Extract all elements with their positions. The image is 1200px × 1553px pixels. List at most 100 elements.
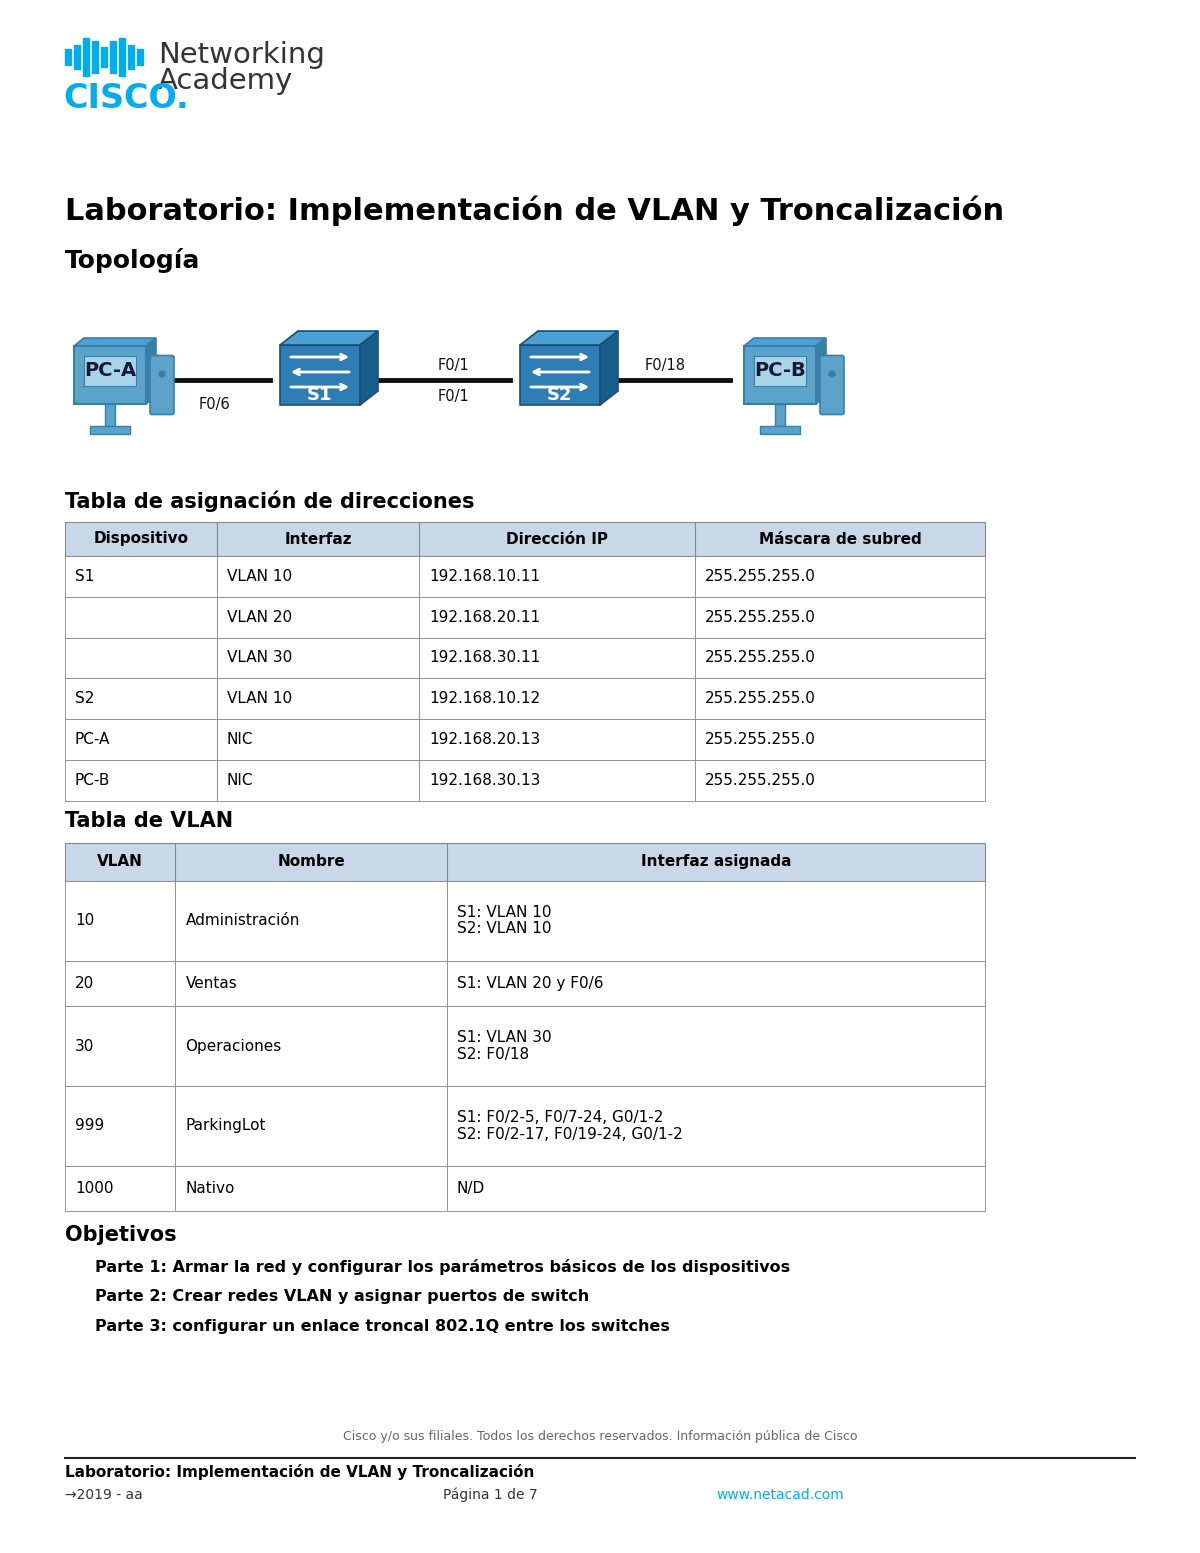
Bar [65, 522, 217, 556]
Text: F0/18: F0/18 [646, 359, 686, 373]
Text: Página 1 de 7: Página 1 de 7 [443, 1488, 538, 1502]
Bar [106, 404, 115, 426]
Bar [175, 961, 446, 1006]
Bar [695, 759, 985, 801]
Text: 10: 10 [74, 913, 95, 929]
Bar [65, 638, 217, 679]
Bar [775, 404, 785, 426]
Text: →2019 - aa: →2019 - aa [65, 1488, 143, 1502]
Bar [65, 1006, 175, 1086]
Text: Academy: Academy [158, 67, 293, 95]
Bar [446, 1166, 985, 1211]
Bar [419, 596, 695, 638]
Text: 30: 30 [74, 1039, 95, 1053]
Bar [65, 50, 71, 65]
Circle shape [829, 371, 835, 377]
Bar [74, 45, 80, 70]
Text: Networking: Networking [158, 40, 325, 68]
Polygon shape [74, 339, 156, 346]
Bar [446, 843, 985, 881]
Bar [446, 961, 985, 1006]
Text: PC-B: PC-B [74, 773, 110, 787]
Text: S2: VLAN 10: S2: VLAN 10 [457, 921, 551, 936]
Text: 192.168.10.12: 192.168.10.12 [430, 691, 540, 707]
Polygon shape [360, 331, 378, 405]
Bar [83, 37, 89, 76]
Text: www.netacad.com: www.netacad.com [716, 1488, 844, 1502]
Text: PC-B: PC-B [754, 362, 806, 380]
Text: CISCO.: CISCO. [64, 82, 188, 115]
Text: 192.168.10.11: 192.168.10.11 [430, 568, 540, 584]
Bar [65, 961, 175, 1006]
Text: Ventas: Ventas [185, 975, 238, 991]
Bar [217, 522, 419, 556]
Text: 255.255.255.0: 255.255.255.0 [706, 691, 816, 707]
Bar [446, 1086, 985, 1166]
Text: Topología: Topología [65, 248, 200, 273]
Text: S1: S1 [74, 568, 95, 584]
Bar [280, 345, 360, 405]
Bar [419, 556, 695, 596]
Bar [65, 881, 175, 961]
Text: 255.255.255.0: 255.255.255.0 [706, 773, 816, 787]
Bar [217, 556, 419, 596]
Text: S2: F0/2-17, F0/19-24, G0/1-2: S2: F0/2-17, F0/19-24, G0/1-2 [457, 1126, 683, 1141]
Bar [695, 679, 985, 719]
Bar [419, 679, 695, 719]
Text: 1000: 1000 [74, 1182, 114, 1196]
Text: S1: VLAN 20 y F0/6: S1: VLAN 20 y F0/6 [457, 975, 604, 991]
Text: Laboratorio: Implementación de VLAN y Troncalización: Laboratorio: Implementación de VLAN y Tr… [65, 1464, 534, 1480]
Bar [695, 638, 985, 679]
Text: Máscara de subred: Máscara de subred [758, 531, 922, 547]
Bar [419, 759, 695, 801]
Bar [695, 719, 985, 759]
Bar [110, 42, 116, 73]
Bar [74, 346, 146, 404]
Bar [695, 522, 985, 556]
Text: F0/1: F0/1 [438, 388, 469, 404]
Text: VLAN: VLAN [97, 854, 143, 870]
Bar [128, 45, 134, 70]
Text: 999: 999 [74, 1118, 104, 1134]
Bar [419, 719, 695, 759]
Bar [92, 42, 98, 73]
Text: Parte 3: configurar un enlace troncal 802.1Q entre los switches: Parte 3: configurar un enlace troncal 80… [95, 1320, 670, 1334]
Text: Objetivos: Objetivos [65, 1225, 176, 1246]
Bar [65, 1166, 175, 1211]
Polygon shape [520, 331, 618, 345]
Text: Laboratorio: Implementación de VLAN y Troncalización: Laboratorio: Implementación de VLAN y Tr… [65, 196, 1004, 225]
Text: 192.168.20.11: 192.168.20.11 [430, 610, 540, 624]
Bar [217, 638, 419, 679]
Bar [175, 1086, 446, 1166]
Text: Parte 2: Crear redes VLAN y asignar puertos de switch: Parte 2: Crear redes VLAN y asignar puer… [95, 1289, 589, 1305]
Bar [65, 843, 175, 881]
Text: VLAN 20: VLAN 20 [227, 610, 292, 624]
Bar [84, 356, 136, 387]
FancyBboxPatch shape [820, 356, 844, 415]
Text: 192.168.30.13: 192.168.30.13 [430, 773, 540, 787]
Text: Nombre: Nombre [277, 854, 344, 870]
Text: S2: S2 [547, 387, 572, 404]
Text: Nativo: Nativo [185, 1182, 235, 1196]
Text: VLAN 30: VLAN 30 [227, 651, 292, 666]
Bar [101, 47, 107, 67]
Bar [754, 356, 806, 387]
Bar [419, 522, 695, 556]
Bar [65, 759, 217, 801]
Bar [419, 638, 695, 679]
Text: Dispositivo: Dispositivo [94, 531, 188, 547]
Text: Operaciones: Operaciones [185, 1039, 282, 1053]
Text: ParkingLot: ParkingLot [185, 1118, 266, 1134]
Text: Parte 1: Armar la red y configurar los parámetros básicos de los dispositivos: Parte 1: Armar la red y configurar los p… [95, 1259, 790, 1275]
Text: Cisco y/o sus filiales. Todos los derechos reservados. Información pública de Ci: Cisco y/o sus filiales. Todos los derech… [343, 1430, 857, 1443]
Bar [175, 1006, 446, 1086]
Text: NIC: NIC [227, 731, 253, 747]
Text: S2: F0/18: S2: F0/18 [457, 1047, 529, 1062]
Bar [90, 426, 130, 433]
Text: NIC: NIC [227, 773, 253, 787]
Circle shape [158, 371, 166, 377]
Text: 255.255.255.0: 255.255.255.0 [706, 651, 816, 666]
Bar [520, 345, 600, 405]
Bar [175, 881, 446, 961]
Text: Administración: Administración [185, 913, 300, 929]
